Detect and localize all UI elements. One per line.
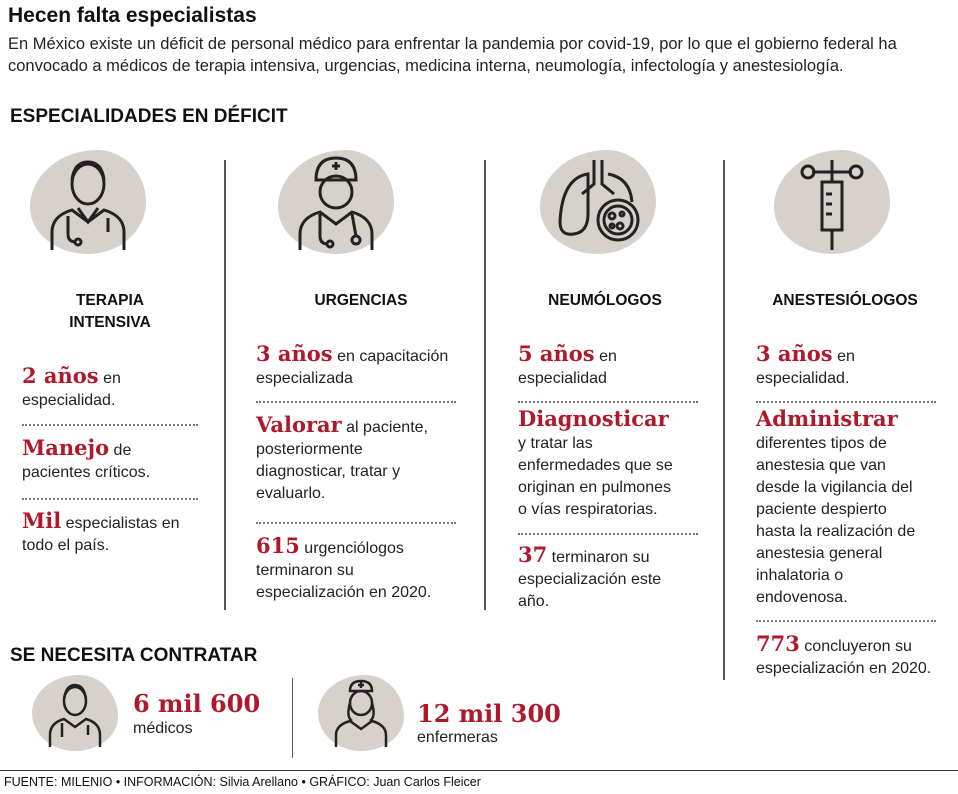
column-title: NEUMÓLOGOS <box>548 292 662 309</box>
dotted-divider <box>518 533 698 535</box>
dotted-divider <box>756 620 936 622</box>
column-divider <box>723 160 725 680</box>
syringe-icon <box>774 150 890 254</box>
footer-rule <box>0 770 958 771</box>
hire-nurses-number: 12 mil 300 <box>417 699 561 728</box>
fact-item: 3 años en capacitación especializada <box>256 341 449 388</box>
section-heading-deficit: ESPECIALIDADES EN DÉFICIT <box>10 106 288 127</box>
fact-item: 615 urgenciólogos terminaron su especial… <box>256 533 432 602</box>
nurse-icon <box>318 675 404 751</box>
dotted-divider <box>256 522 456 524</box>
column-title: URGENCIAS <box>314 292 408 309</box>
column-divider <box>224 160 226 610</box>
fact-item: Valorar al paciente, posteriormente diag… <box>256 412 428 503</box>
infographic-title: Hecen falta especialistas <box>8 4 257 27</box>
hire-nurses-label: enfermeras <box>417 729 498 746</box>
section-heading-hire: SE NECESITA CONTRATAR <box>10 645 258 666</box>
lungs-icon <box>540 150 656 254</box>
dotted-divider <box>256 401 456 403</box>
fact-item: 3 años en especialidad. <box>756 341 855 388</box>
doctor-icon <box>30 150 146 254</box>
fact-item: Diagnosticar y tratar las enfermedades q… <box>518 406 673 519</box>
column-title: ANESTESIÓLOGOS <box>772 292 918 309</box>
infographic-intro: En México existe un déficit de personal … <box>8 35 897 75</box>
emergency-doctor-icon <box>278 150 394 254</box>
dotted-divider <box>22 424 198 426</box>
doctor-icon <box>32 675 118 751</box>
fact-item: 37 terminaron su especialización este añ… <box>518 542 662 611</box>
column-divider <box>292 678 293 758</box>
hire-doctors-label: médicos <box>133 720 193 737</box>
fact-item: Administrar diferentes tipos de anestesi… <box>756 406 916 607</box>
fact-item: 773 concluyeron su especialización en 20… <box>756 631 932 678</box>
fact-item: Manejo de pacientes críticos. <box>22 435 151 482</box>
column-divider <box>484 160 486 610</box>
fact-item: Mil especialistas en todo el país. <box>22 508 180 555</box>
dotted-divider <box>22 498 198 500</box>
column-title: TERAPIA INTENSIVA <box>69 292 151 331</box>
hire-doctors-number: 6 mil 600 <box>133 689 261 718</box>
dotted-divider <box>518 401 698 403</box>
credits-footer: FUENTE: MILENIO • INFORMACIÓN: Silvia Ar… <box>4 775 481 789</box>
dotted-divider <box>756 401 936 403</box>
fact-item: 5 años en especialidad <box>518 341 617 388</box>
fact-item: 2 años en especialidad. <box>22 363 121 410</box>
